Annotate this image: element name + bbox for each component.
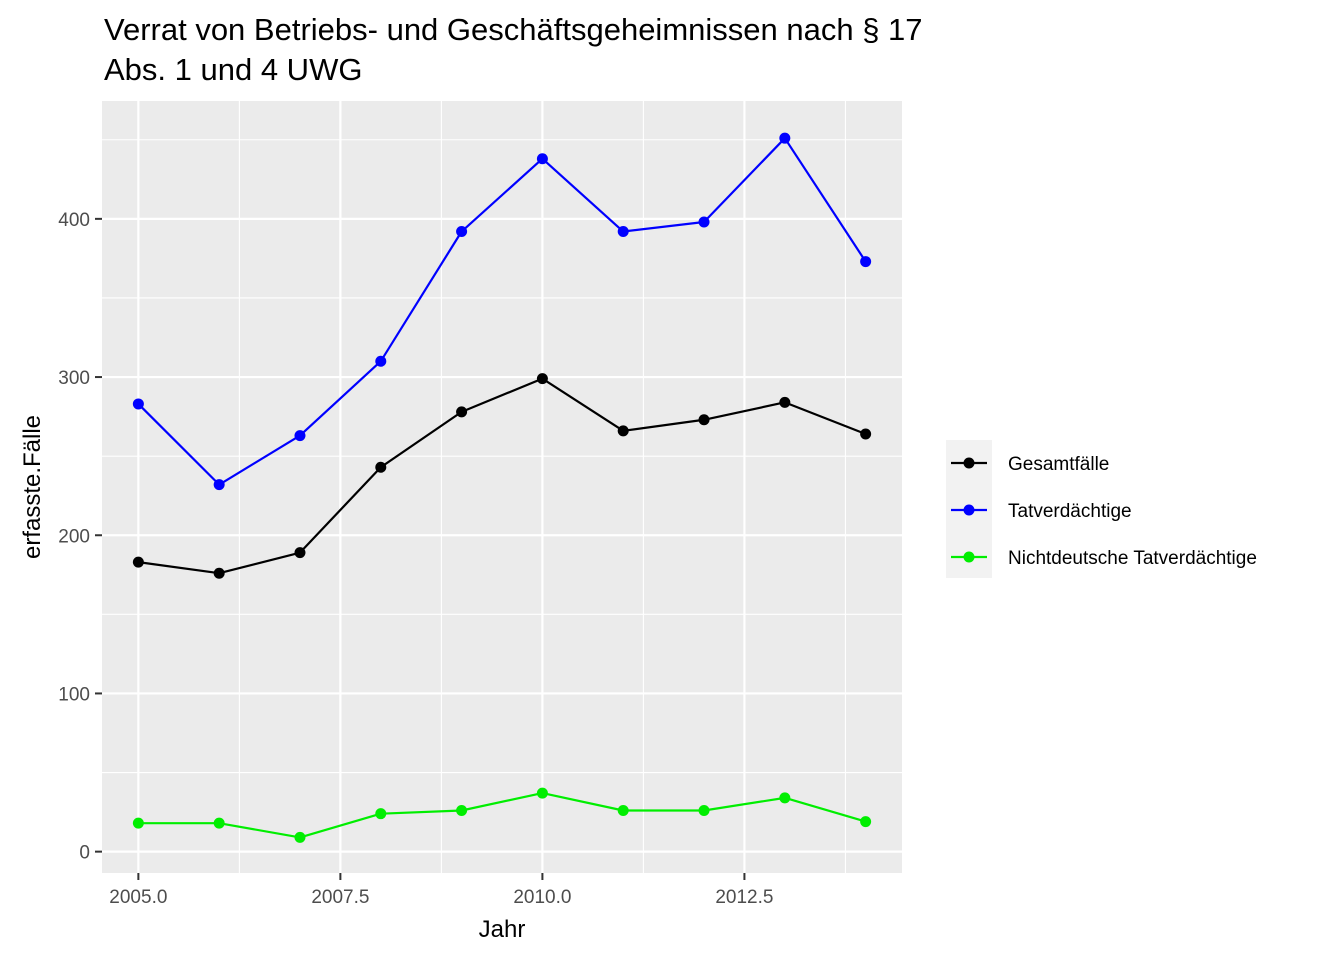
legend-label: Nichtdeutsche Tatverdächtige xyxy=(1008,548,1257,569)
y-tick-label: 200 xyxy=(58,526,90,547)
y-tick-label: 300 xyxy=(58,368,90,389)
plot-panel xyxy=(102,101,902,873)
series-1 xyxy=(132,132,872,491)
data-point xyxy=(456,406,468,418)
series-2 xyxy=(132,787,872,843)
series-0 xyxy=(132,373,872,579)
data-point xyxy=(294,831,306,843)
data-point xyxy=(456,805,468,817)
x-tick-label: 2010.0 xyxy=(513,887,571,908)
data-point xyxy=(213,567,225,579)
data-point xyxy=(375,355,387,367)
data-point xyxy=(132,556,144,568)
data-point xyxy=(860,256,872,268)
x-tick-label: 2007.5 xyxy=(311,887,369,908)
legend: Gesamtfälle Tatverdächtige Nichtdeutsche T… xyxy=(946,440,1257,578)
legend-key-point xyxy=(963,457,975,469)
legend-label: Tatverdächtige xyxy=(1008,501,1132,522)
legend-item: Tatverdächtige xyxy=(951,501,1132,522)
x-tick-label: 2005.0 xyxy=(109,887,167,908)
data-point xyxy=(536,153,548,165)
y-tick-label: 100 xyxy=(58,684,90,705)
data-point xyxy=(294,547,306,559)
data-point xyxy=(698,414,710,426)
series-line xyxy=(138,377,867,575)
data-point xyxy=(860,816,872,828)
y-axis-title: erfasste.Fälle xyxy=(19,415,46,559)
series-line xyxy=(137,137,867,486)
data-point xyxy=(536,373,548,385)
data-point xyxy=(132,817,144,829)
data-point xyxy=(617,226,629,238)
legend-label: Gesamtfälle xyxy=(1008,454,1109,475)
legend-item: Nichtdeutsche Tatverdächtige xyxy=(951,548,1257,569)
data-point xyxy=(375,461,387,473)
data-point xyxy=(213,479,225,491)
series-line xyxy=(138,792,866,839)
series-layer xyxy=(132,132,872,843)
data-point xyxy=(779,132,791,144)
data-point xyxy=(456,226,468,238)
data-point xyxy=(779,396,791,408)
chart-title: Verrat von Betriebs- und Geschäftsgeheim… xyxy=(104,12,923,47)
chart-title-line2: Abs. 1 und 4 UWG xyxy=(104,52,362,87)
data-point xyxy=(294,430,306,442)
x-axis: 2005.0 2007.5 2010.0 2012.5 xyxy=(109,873,773,908)
y-axis: 0 100 200 300 400 xyxy=(58,210,102,864)
data-point xyxy=(375,808,387,820)
major-gridlines xyxy=(102,101,902,873)
data-point xyxy=(698,216,710,228)
data-point xyxy=(536,787,548,799)
data-point xyxy=(698,805,710,817)
data-point xyxy=(132,398,144,410)
legend-key-point xyxy=(963,551,975,563)
legend-item: Gesamtfälle xyxy=(951,454,1109,475)
data-point xyxy=(617,425,629,437)
data-point xyxy=(617,805,629,817)
legend-key-point xyxy=(963,504,975,516)
x-tick-label: 2012.5 xyxy=(715,887,773,908)
y-tick-label: 0 xyxy=(79,843,90,864)
x-axis-title: Jahr xyxy=(479,916,526,943)
data-point xyxy=(779,792,791,804)
legend-items: Gesamtfälle Tatverdächtige Nichtdeutsche T… xyxy=(951,454,1257,569)
y-tick-label: 400 xyxy=(58,210,90,231)
data-point xyxy=(213,817,225,829)
data-point xyxy=(860,428,872,440)
